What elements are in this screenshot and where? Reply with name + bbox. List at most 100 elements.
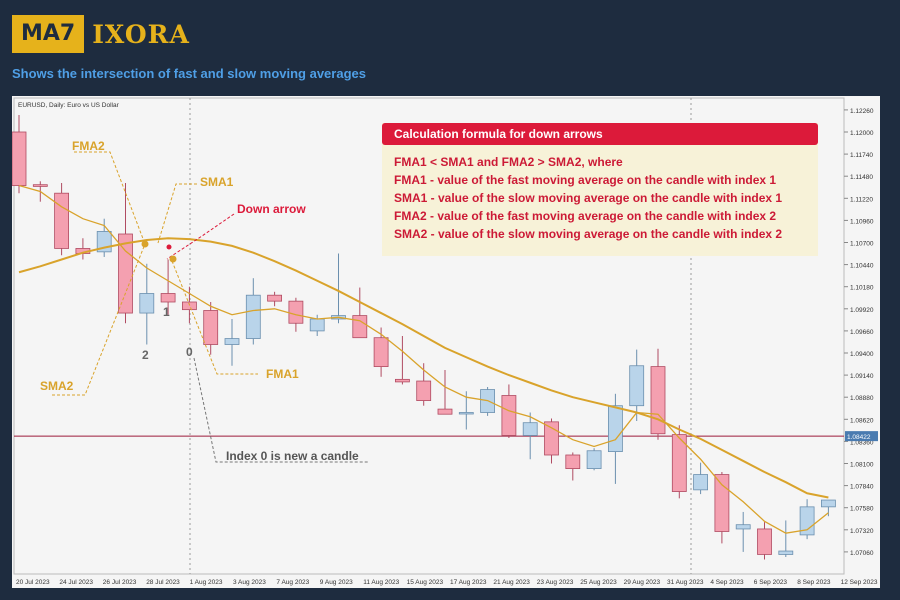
x-tick-label: 31 Aug 2023 <box>667 579 704 586</box>
candle-bearish <box>757 528 772 555</box>
y-tick-label: 1.08880 <box>850 395 874 402</box>
candle-bearish <box>160 293 176 303</box>
y-tick-label: 1.09140 <box>850 373 874 380</box>
candle-bullish <box>586 450 602 470</box>
candle-bearish <box>267 294 283 302</box>
x-tick-label: 20 Jul 2023 <box>16 579 50 586</box>
candle-bullish <box>309 318 325 332</box>
candle-bearish <box>352 315 368 339</box>
y-tick-label: 1.10960 <box>850 218 874 225</box>
down-arrow-label: Down arrow <box>237 202 306 216</box>
down-arrow-marker <box>166 244 172 250</box>
y-tick-label: 1.11480 <box>850 174 873 181</box>
candle-bearish <box>32 184 48 187</box>
candle-bearish <box>671 434 687 492</box>
current-price-tag <box>845 431 878 442</box>
candle-bullish <box>224 338 240 345</box>
symbol-label: EURUSD, Daily: Euro vs US Dollar <box>18 102 120 109</box>
y-tick-label: 1.10440 <box>850 263 874 270</box>
candle-bearish <box>544 421 559 456</box>
fma1-pointer <box>171 260 258 375</box>
sma2-label: SMA2 <box>40 379 74 393</box>
candle-bullish <box>522 422 538 436</box>
formula-line: FMA2 - value of the fast moving average … <box>394 209 776 223</box>
x-tick-label: 21 Aug 2023 <box>493 579 530 586</box>
brand-logo: MA7 IXORA <box>12 15 190 53</box>
candle-bullish <box>799 506 815 536</box>
formula-callout-body <box>382 123 818 256</box>
candle-bearish <box>650 366 666 435</box>
formula-line: SMA2 - value of the slow moving average … <box>394 227 782 241</box>
candle-bearish <box>12 131 27 186</box>
slow-ma-line <box>18 237 829 499</box>
fast-ma-line <box>18 184 829 534</box>
fma2-label: FMA2 <box>72 139 105 153</box>
formula-callout-header <box>382 123 818 145</box>
x-tick-label: 12 Sep 2023 <box>841 579 878 586</box>
y-tick-label: 1.09400 <box>850 351 874 358</box>
y-tick-label: 1.11220 <box>850 196 873 203</box>
x-tick-label: 4 Sep 2023 <box>710 579 744 586</box>
y-tick-label: 1.10180 <box>850 285 874 292</box>
x-tick-label: 28 Jul 2023 <box>146 579 180 586</box>
formula-line: SMA1 - value of the slow moving average … <box>394 191 782 205</box>
candle-bullish <box>629 365 645 407</box>
y-tick-label: 1.07580 <box>850 506 874 513</box>
candle-bullish <box>778 550 794 555</box>
logo-wordmark: IXORA <box>92 19 190 49</box>
candle-bullish <box>139 293 155 314</box>
candle-bullish <box>693 474 708 491</box>
candle-bullish <box>735 524 751 530</box>
x-tick-label: 23 Aug 2023 <box>537 579 574 586</box>
index-2-label: 2 <box>142 348 149 362</box>
candle-bullish <box>245 294 261 339</box>
x-tick-label: 15 Aug 2023 <box>407 579 444 586</box>
formula-line: FMA1 - value of the fast moving average … <box>394 173 776 187</box>
x-tick-label: 29 Aug 2023 <box>624 579 661 586</box>
candle-bearish <box>54 192 69 249</box>
index-1-label: 1 <box>163 305 170 319</box>
index-0-label: 0 <box>186 345 193 359</box>
y-tick-label: 1.08620 <box>850 417 874 424</box>
candle-bearish <box>203 310 219 345</box>
fma1-dot <box>169 255 177 263</box>
index-note-label: Index 0 is new a candle <box>226 449 359 463</box>
fma2-dot <box>141 240 149 248</box>
candle-bearish <box>437 408 453 415</box>
page-subtitle: Shows the intersection of fast and slow … <box>12 66 366 81</box>
chart-frame: 1.12260 1.12000 1.11740 1.11480 1.11220 1.109… <box>12 96 880 588</box>
x-tick-label: 7 Aug 2023 <box>276 579 309 586</box>
y-tick-label: 1.09920 <box>850 307 874 314</box>
x-tick-label: 3 Aug 2023 <box>233 579 266 586</box>
candle-bearish <box>181 301 197 311</box>
down-arrow-pointer <box>166 213 235 260</box>
formula-callout-title: Calculation formula for down arrows <box>394 127 603 141</box>
sma1-pointer <box>157 183 197 244</box>
x-tick-label: 24 Jul 2023 <box>59 579 93 586</box>
logo-badge: MA7 <box>12 15 85 53</box>
x-tick-label: 11 Aug 2023 <box>363 579 399 586</box>
candle-bullish <box>821 499 836 508</box>
candle-bearish <box>501 395 517 436</box>
current-price-label: 1.08422 <box>847 434 871 441</box>
y-tick-label: 1.07060 <box>850 550 874 557</box>
candle-bearish <box>714 474 730 532</box>
x-tick-label: 9 Aug 2023 <box>320 579 353 586</box>
x-tick-label: 25 Aug 2023 <box>580 579 617 586</box>
candle-bearish <box>373 337 389 367</box>
candle-bearish <box>394 378 410 383</box>
price-chart: 1.12260 1.12000 1.11740 1.11480 1.11220 1.109… <box>12 97 878 586</box>
x-tick-label: 8 Sep 2023 <box>797 579 831 586</box>
y-tick-label: 1.09660 <box>850 329 874 336</box>
x-tick-label: 1 Aug 2023 <box>190 579 223 586</box>
candle-bullish <box>608 405 623 453</box>
sma1-label: SMA1 <box>200 175 234 189</box>
x-tick-label: 26 Jul 2023 <box>103 579 137 586</box>
fma2-pointer <box>74 151 146 245</box>
y-tick-label: 1.08360 <box>850 439 874 446</box>
y-tick-label: 1.12000 <box>850 130 874 137</box>
y-tick-label: 1.12260 <box>850 108 874 115</box>
candle-bullish <box>458 412 474 415</box>
candle-bearish <box>288 300 304 324</box>
index-pointer <box>193 357 368 463</box>
